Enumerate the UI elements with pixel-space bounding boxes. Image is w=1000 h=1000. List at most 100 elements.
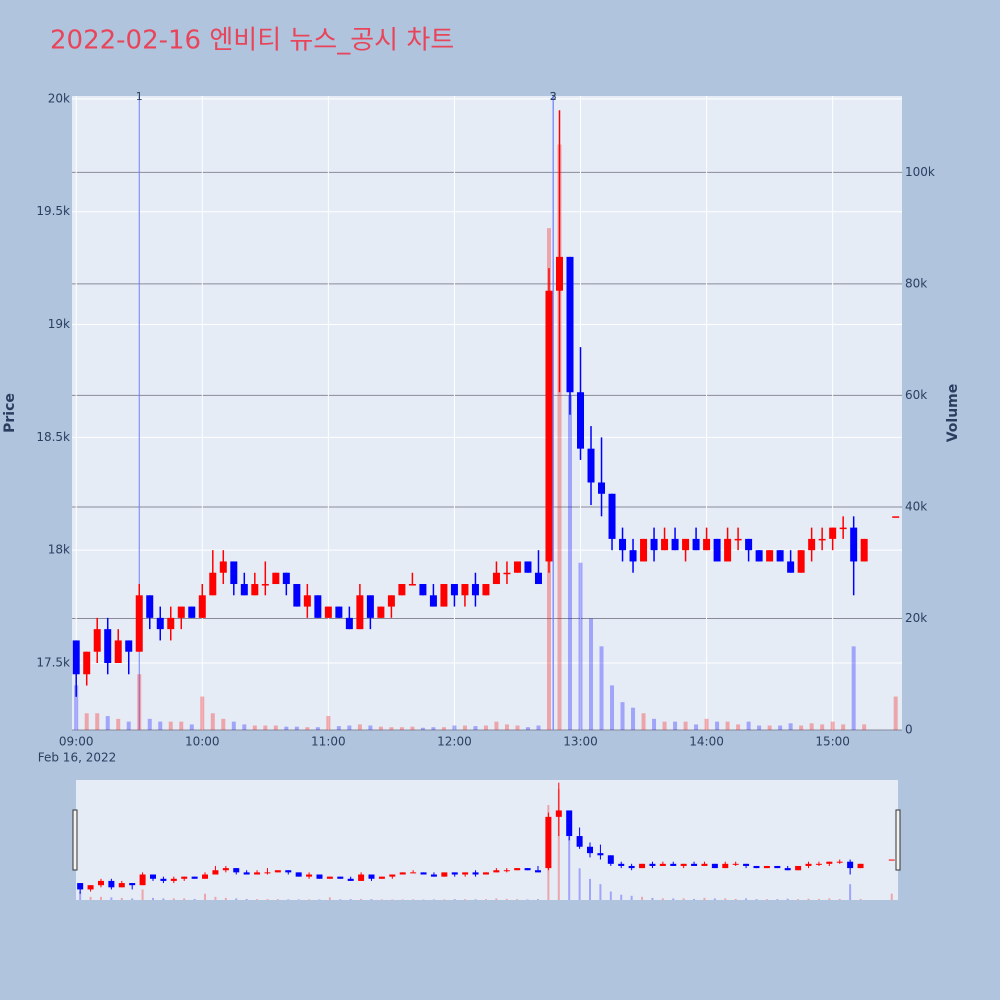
candle-body bbox=[797, 550, 805, 573]
mini-candle-body bbox=[170, 878, 177, 881]
volume-bar bbox=[610, 685, 615, 730]
volume-bar bbox=[326, 716, 331, 730]
mini-volume-bar bbox=[817, 898, 820, 900]
mini-candle-body bbox=[202, 874, 209, 879]
volume-bar bbox=[851, 646, 856, 730]
volume-bar bbox=[568, 395, 572, 730]
mini-volume-bar bbox=[599, 884, 602, 900]
candle-body bbox=[892, 516, 900, 518]
volume-bar bbox=[494, 721, 499, 730]
candle-body bbox=[587, 448, 595, 483]
mini-volume-bar bbox=[131, 898, 134, 900]
mini-candle-body bbox=[784, 868, 791, 871]
mini-volume-bar bbox=[141, 889, 144, 900]
candle-body bbox=[766, 550, 774, 562]
x-tick-label: 09:00 bbox=[59, 735, 94, 749]
candle-body bbox=[534, 572, 542, 585]
mini-candle-body bbox=[87, 885, 94, 890]
candle-body bbox=[713, 538, 721, 562]
mini-candle-body bbox=[181, 876, 188, 879]
mini-candle-body bbox=[691, 863, 698, 866]
volume-bar bbox=[673, 721, 678, 730]
mini-volume-bar bbox=[79, 891, 82, 900]
candle-body bbox=[734, 538, 742, 541]
range-handle[interactable] bbox=[895, 809, 901, 871]
mini-candle-body bbox=[836, 861, 843, 863]
mini-volume-bar bbox=[620, 894, 623, 900]
mini-volume-bar bbox=[308, 899, 311, 900]
mini-candle-body bbox=[191, 876, 198, 879]
volume-bar bbox=[767, 725, 772, 730]
y-tick-label: 19.5k bbox=[36, 204, 70, 218]
mini-volume-bar bbox=[651, 897, 654, 900]
candle-body bbox=[125, 640, 133, 652]
volume-bar bbox=[725, 721, 730, 730]
mini-candle-body bbox=[815, 863, 822, 865]
mini-candle-body bbox=[420, 872, 427, 875]
volume-bar bbox=[641, 713, 646, 730]
candle-body bbox=[808, 538, 816, 551]
candle-body bbox=[545, 290, 553, 562]
candle-body bbox=[650, 538, 658, 551]
y2-tick-label: 60k bbox=[905, 388, 927, 402]
volume-bar bbox=[158, 721, 163, 730]
volume-bar bbox=[746, 721, 751, 730]
mini-candle-body bbox=[545, 816, 552, 869]
volume-bar bbox=[336, 726, 341, 730]
mini-volume-bar bbox=[287, 899, 290, 900]
volume-bar bbox=[126, 721, 131, 730]
candle-body bbox=[366, 595, 374, 618]
mini-volume-bar bbox=[838, 898, 841, 900]
volume-bar bbox=[368, 725, 373, 730]
annotation-label: 1 bbox=[136, 90, 143, 103]
candle-body bbox=[692, 538, 700, 551]
candle-body bbox=[83, 651, 91, 675]
mini-volume-bar bbox=[713, 898, 716, 900]
mini-candle-body bbox=[410, 872, 417, 874]
volume-bar bbox=[473, 726, 478, 730]
candle-body bbox=[461, 584, 469, 596]
volume-bar bbox=[420, 727, 425, 730]
mini-volume-bar bbox=[318, 899, 321, 900]
candle-body bbox=[314, 595, 322, 618]
mini-volume-bar bbox=[578, 868, 581, 900]
mini-volume-bar bbox=[557, 789, 560, 900]
mini-candle-body bbox=[472, 872, 479, 875]
mini-candle-body bbox=[566, 810, 573, 837]
mini-volume-bar bbox=[807, 898, 810, 900]
range-handle[interactable] bbox=[72, 809, 78, 871]
mini-candle-body bbox=[555, 810, 562, 817]
mini-candle-body bbox=[534, 870, 541, 873]
x-tick-label: 10:00 bbox=[185, 735, 220, 749]
range-slider[interactable] bbox=[76, 780, 898, 900]
candle-body bbox=[429, 595, 437, 607]
volume-bar bbox=[893, 696, 898, 730]
mini-candle-body bbox=[274, 870, 281, 873]
volume-bar bbox=[347, 725, 352, 730]
y-tick-label: 20k bbox=[48, 91, 70, 105]
mini-volume-bar bbox=[297, 899, 300, 900]
x-tick-label: 11:00 bbox=[311, 735, 346, 749]
mini-volume-bar bbox=[797, 899, 800, 900]
mini-candle-body bbox=[659, 863, 666, 866]
mini-candle-body bbox=[254, 872, 261, 875]
mini-volume-bar bbox=[245, 898, 248, 900]
volume-bar bbox=[294, 726, 299, 730]
volume-bar bbox=[357, 724, 362, 730]
mini-candle-body bbox=[482, 872, 489, 875]
y2-axis-title: Volume bbox=[945, 384, 961, 443]
mini-volume-bar bbox=[526, 899, 529, 900]
candle-body bbox=[745, 538, 753, 551]
y2-tick-label: 100k bbox=[905, 165, 935, 179]
candle-body bbox=[377, 606, 385, 618]
mini-candle-body bbox=[493, 870, 500, 873]
mini-candle-body bbox=[753, 865, 760, 869]
candle-body bbox=[608, 493, 616, 539]
candle-body bbox=[755, 550, 763, 562]
mini-volume-bar bbox=[672, 898, 675, 900]
candle-body bbox=[146, 595, 154, 618]
plot-area bbox=[72, 96, 902, 730]
mini-volume-bar bbox=[859, 898, 862, 900]
mini-volume-bar bbox=[609, 891, 612, 900]
volume-bar bbox=[452, 725, 457, 730]
